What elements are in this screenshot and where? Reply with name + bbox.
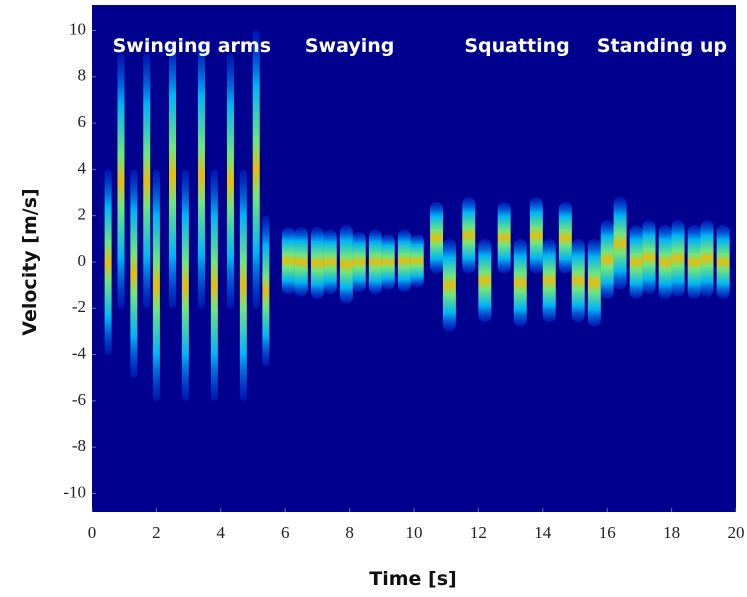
burst — [571, 238, 585, 323]
burst — [442, 238, 456, 332]
burst — [239, 169, 247, 401]
burst — [629, 224, 643, 300]
y-tick-label: 6 — [78, 112, 87, 131]
burst — [262, 215, 270, 367]
x-axis-label: Time [s] — [369, 568, 456, 590]
x-tick-label: 8 — [345, 523, 354, 542]
burst — [210, 169, 218, 401]
burst — [671, 220, 685, 297]
x-tick-label: 10 — [406, 523, 423, 542]
y-tick-label: 10 — [69, 19, 86, 38]
x-tick-label: 6 — [281, 523, 290, 542]
burst — [226, 53, 234, 309]
annotation: Swaying — [305, 35, 395, 57]
burst — [687, 224, 701, 300]
annotation: Standing up — [597, 35, 727, 57]
x-tick-label: 18 — [663, 523, 680, 542]
burst — [339, 224, 353, 304]
burst — [352, 231, 366, 293]
burst — [430, 201, 444, 274]
burst — [117, 53, 125, 309]
burst — [613, 197, 627, 290]
burst — [497, 201, 511, 274]
annotation: Swinging arms — [113, 35, 271, 57]
y-tick-label: 4 — [78, 158, 87, 177]
burst — [143, 53, 151, 309]
burst — [529, 197, 543, 274]
y-tick-label: -6 — [72, 390, 86, 409]
y-tick-label: -10 — [63, 482, 86, 501]
y-tick-label: 2 — [78, 205, 87, 224]
y-axis-label: Velocity [m/s] — [19, 188, 41, 335]
y-tick-label: -4 — [72, 343, 87, 362]
burst — [410, 234, 424, 288]
burst — [169, 42, 176, 309]
burst — [252, 30, 260, 309]
burst — [700, 220, 714, 297]
burst — [197, 42, 205, 309]
burst — [658, 224, 672, 300]
x-tick-label: 2 — [152, 523, 161, 542]
x-tick-label: 14 — [534, 523, 552, 542]
burst — [397, 229, 411, 293]
burst — [368, 229, 382, 295]
x-tick-label: 4 — [217, 523, 226, 542]
burst — [294, 227, 308, 297]
burst — [600, 220, 614, 300]
burst — [513, 238, 527, 327]
burst — [181, 169, 189, 401]
y-tick-label: -8 — [72, 436, 86, 455]
x-tick-label: 16 — [599, 523, 616, 542]
y-tick-label: 8 — [78, 66, 87, 85]
burst — [152, 169, 160, 401]
burst — [130, 169, 138, 378]
burst — [642, 220, 656, 295]
burst — [558, 201, 572, 274]
y-tick-label: -2 — [72, 297, 86, 316]
x-tick-label: 0 — [88, 523, 97, 542]
burst — [587, 238, 601, 327]
y-tick-label: 0 — [78, 251, 87, 270]
burst — [104, 169, 112, 355]
burst — [716, 224, 730, 300]
burst — [381, 234, 395, 290]
burst — [478, 238, 492, 323]
burst — [462, 197, 476, 274]
x-tick-label: 20 — [728, 523, 745, 542]
burst — [310, 227, 324, 300]
x-tick-label: 12 — [470, 523, 487, 542]
burst — [281, 227, 295, 295]
burst — [323, 229, 337, 295]
annotation: Squatting — [464, 35, 569, 57]
burst — [542, 238, 556, 323]
